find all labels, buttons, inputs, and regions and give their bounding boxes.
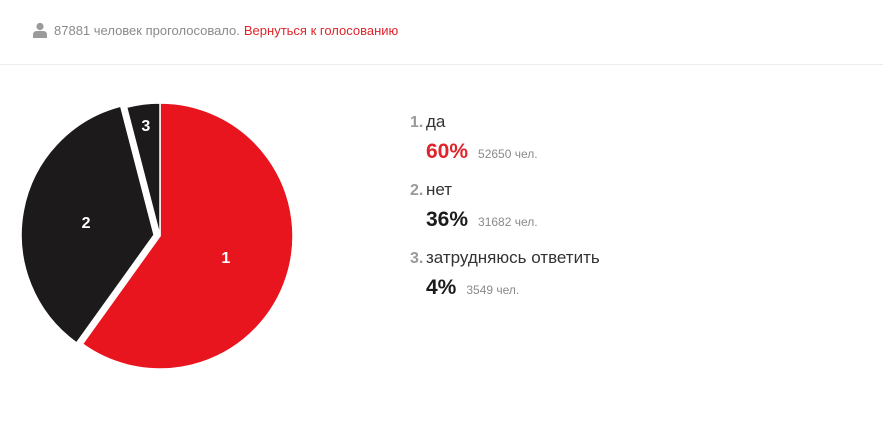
option-row: 3. затрудняюсь ответить [410, 248, 600, 272]
results-legend: 1. да 60% 52650 чел. 2. нет 36% 31682 че… [410, 112, 600, 316]
option-stats: 36% 31682 чел. [410, 204, 600, 248]
pie-slice-3[interactable] [125, 102, 161, 237]
votes-summary: 87881 человек проголосовало. Вернуться к… [32, 22, 398, 38]
legend-item-1: 1. да 60% 52650 чел. [410, 112, 600, 180]
pie-slice-2[interactable] [20, 105, 155, 344]
legend-item-3: 3. затрудняюсь ответить 4% 3549 чел. [410, 248, 600, 316]
pie-slice-label-2: 2 [82, 215, 91, 232]
pie-slice-label-1: 1 [221, 250, 230, 267]
results-header: 87881 человек проголосовало. Вернуться к… [0, 0, 883, 65]
option-label: затрудняюсь ответить [426, 248, 600, 267]
option-label: да [426, 112, 446, 131]
option-row: 1. да [410, 112, 600, 136]
option-percent: 60% [426, 140, 469, 163]
results-pie-chart: 1 2 3 [20, 96, 310, 386]
pie-svg: 1 2 3 [20, 102, 294, 370]
legend-item-2: 2. нет 36% 31682 чел. [410, 180, 600, 248]
option-percent: 4% [426, 276, 457, 299]
pie-slice-label-3: 3 [141, 118, 150, 135]
back-to-voting-link[interactable]: Вернуться к голосованию [243, 22, 399, 38]
option-number: 3. [410, 250, 424, 267]
option-count: 31682 чел. [478, 215, 538, 229]
option-number: 1. [410, 114, 424, 131]
option-count: 52650 чел. [478, 147, 538, 161]
option-label: нет [426, 180, 453, 199]
pie-slice-1[interactable] [81, 102, 294, 370]
option-count: 3549 чел. [466, 283, 520, 297]
option-row: 2. нет [410, 180, 600, 204]
option-number: 2. [410, 182, 424, 199]
option-stats: 4% 3549 чел. [410, 272, 600, 316]
votes-count-text: 87881 человек проголосовало. [54, 22, 240, 38]
user-icon [32, 22, 48, 38]
option-percent: 36% [426, 208, 469, 231]
option-stats: 60% 52650 чел. [410, 136, 600, 180]
